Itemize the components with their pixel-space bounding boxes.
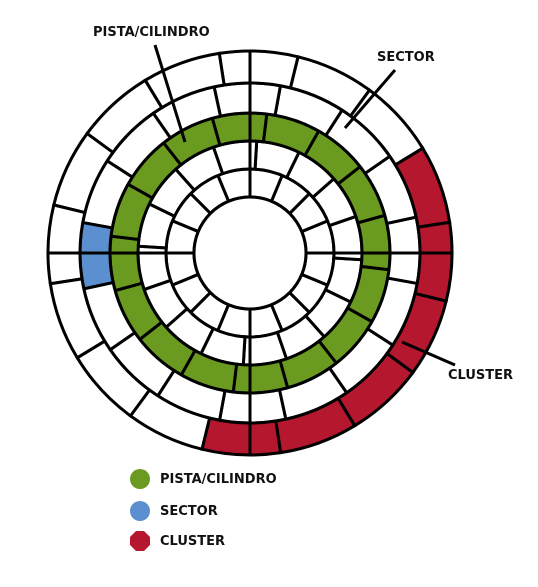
legend-sector-label: SECTOR xyxy=(160,503,218,519)
cluster-sector-cell xyxy=(413,220,454,303)
sector-cell xyxy=(46,203,87,286)
cluster-callout-label: CLUSTER xyxy=(448,368,514,383)
track-callout-line xyxy=(153,44,187,143)
track-sector-cell xyxy=(356,213,392,272)
track-callout-label: PISTA/CILINDRO xyxy=(93,25,210,40)
legend-track: PISTA/CILINDRO xyxy=(130,468,277,490)
sector-cell xyxy=(385,215,422,286)
track-sector-cell xyxy=(108,234,144,293)
legend-cluster-label: CLUSTER xyxy=(160,533,226,549)
sector-callout-line xyxy=(343,69,397,129)
sector-cell xyxy=(212,81,283,118)
track-sector-cell xyxy=(231,359,290,395)
legend-track-label: PISTA/CILINDRO xyxy=(160,471,277,487)
legend-sector-swatch xyxy=(130,501,150,521)
cluster-sector-cell xyxy=(200,416,283,457)
callout-lines xyxy=(153,44,456,367)
highlighted-sector xyxy=(78,220,115,291)
legend-sector: SECTOR xyxy=(130,500,218,522)
legend-cluster: CLUSTER xyxy=(130,530,225,552)
disk-hub xyxy=(192,195,308,311)
sector-callout-label: SECTOR xyxy=(377,50,435,65)
track-sector-cell xyxy=(210,111,269,147)
legend-cluster-swatch xyxy=(130,531,150,551)
sector-cell xyxy=(217,49,300,90)
disk-sectors xyxy=(46,49,454,457)
legend-track-swatch xyxy=(130,469,150,489)
cluster-callout-line xyxy=(401,340,456,367)
sector-cell xyxy=(128,387,212,452)
sector-cell xyxy=(217,388,288,425)
